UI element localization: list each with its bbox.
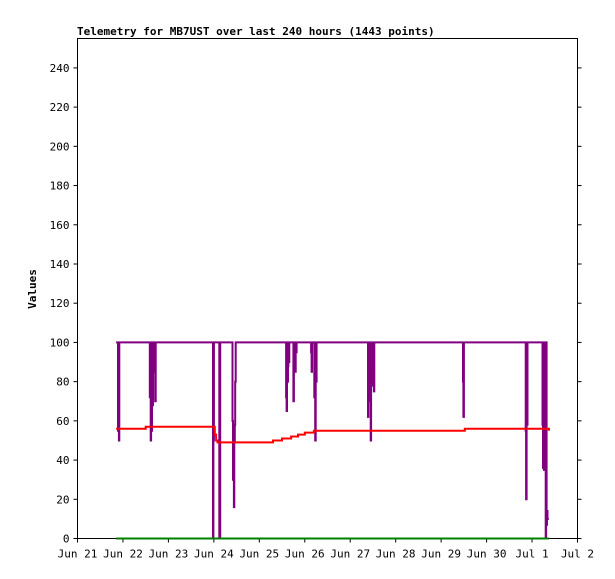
y-tick-label: 220 [50,101,70,114]
x-tick-label: Jun 26 [285,548,325,561]
series-line-0 [116,341,549,540]
x-tick-label: Jul 2 [561,548,594,561]
y-tick-label: 40 [56,454,69,467]
series-layer [116,341,550,540]
x-tick-label: Jun 24 [194,548,234,561]
x-tick-label: Jun 21 [58,548,98,561]
x-tick-label: Jun 25 [239,548,279,561]
x-tick-label: Jun 29 [421,548,461,561]
y-tick-label: 120 [50,297,70,310]
x-tick-label: Jun 27 [330,548,370,561]
x-tick-label: Jun 22 [103,548,143,561]
x-tick-label: Jun 23 [149,548,189,561]
y-tick-label: 160 [50,219,70,232]
y-tick-label: 60 [56,415,69,428]
y-tick-label: 20 [56,493,69,506]
y-tick-label: 80 [56,376,69,389]
y-axis-label: Values [26,269,39,309]
y-axis-ticks: 0 20 40 60 80 100 120 140 160 180 200 220 240 [50,62,582,546]
y-tick-label: 0 [63,533,70,546]
y-tick-label: 240 [50,62,70,75]
x-tick-label: Jun 30 [467,548,507,561]
x-axis-ticks: Jun 21 Jun 22 Jun 23 Jun 24 Jun 25 Jun 26 Jun … [58,538,594,561]
series-line-1 [116,425,550,444]
chart-title: Telemetry for MB7UST over last 240 hours… [77,25,435,38]
y-tick-label: 100 [50,336,70,349]
y-tick-label: 180 [50,180,70,193]
y-tick-label: 140 [50,258,70,271]
plot-frame [77,38,578,539]
x-tick-label: Jul 1 [515,548,548,561]
y-tick-label: 200 [50,140,70,153]
x-tick-label: Jun 28 [376,548,416,561]
